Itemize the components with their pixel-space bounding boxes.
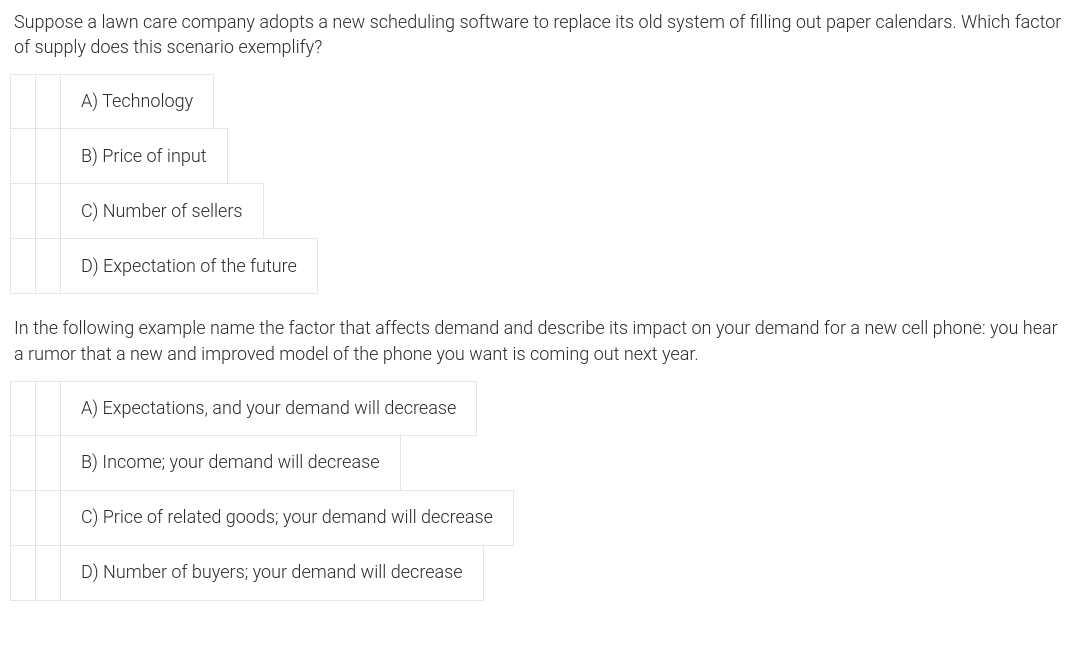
option-marker-cell xyxy=(35,381,61,436)
option-marker-cell xyxy=(10,545,36,601)
option-marker-cell xyxy=(10,74,36,129)
option-row[interactable]: C) Price of related goods; your demand w… xyxy=(10,491,514,546)
option-marker-cell xyxy=(35,435,61,491)
option-row[interactable]: C) Number of sellers xyxy=(10,184,318,239)
option-row[interactable]: D) Number of buyers; your demand will de… xyxy=(10,546,514,601)
option-row[interactable]: B) Price of input xyxy=(10,129,318,184)
option-marker-cell xyxy=(10,128,36,184)
option-row[interactable]: A) Technology xyxy=(10,74,318,129)
question-1-options: A) Technology B) Price of input C) Numbe… xyxy=(10,74,318,294)
option-row[interactable]: D) Expectation of the future xyxy=(10,239,318,294)
question-2-options: A) Expectations, and your demand will de… xyxy=(10,381,514,601)
option-marker-cell xyxy=(10,490,36,546)
option-marker-cell xyxy=(10,183,36,239)
option-marker-cell xyxy=(35,183,61,239)
option-label: B) Price of input xyxy=(60,128,228,184)
option-marker-cell xyxy=(10,381,36,436)
option-row[interactable]: A) Expectations, and your demand will de… xyxy=(10,381,514,436)
option-marker-cell xyxy=(10,435,36,491)
option-marker-cell xyxy=(35,545,61,601)
option-label: C) Number of sellers xyxy=(60,183,264,239)
option-marker-cell xyxy=(35,74,61,129)
option-marker-cell xyxy=(35,238,61,294)
option-label: A) Technology xyxy=(60,74,214,129)
question-1-text: Suppose a lawn care company adopts a new… xyxy=(10,10,1070,60)
option-marker-cell xyxy=(35,128,61,184)
option-marker-cell xyxy=(35,490,61,546)
option-label: D) Number of buyers; your demand will de… xyxy=(60,545,484,601)
option-label: B) Income; your demand will decrease xyxy=(60,435,401,491)
option-label: C) Price of related goods; your demand w… xyxy=(60,490,514,546)
option-row[interactable]: B) Income; your demand will decrease xyxy=(10,436,514,491)
option-label: A) Expectations, and your demand will de… xyxy=(60,381,477,436)
option-marker-cell xyxy=(10,238,36,294)
question-2-text: In the following example name the factor… xyxy=(10,316,1070,366)
option-label: D) Expectation of the future xyxy=(60,238,318,294)
